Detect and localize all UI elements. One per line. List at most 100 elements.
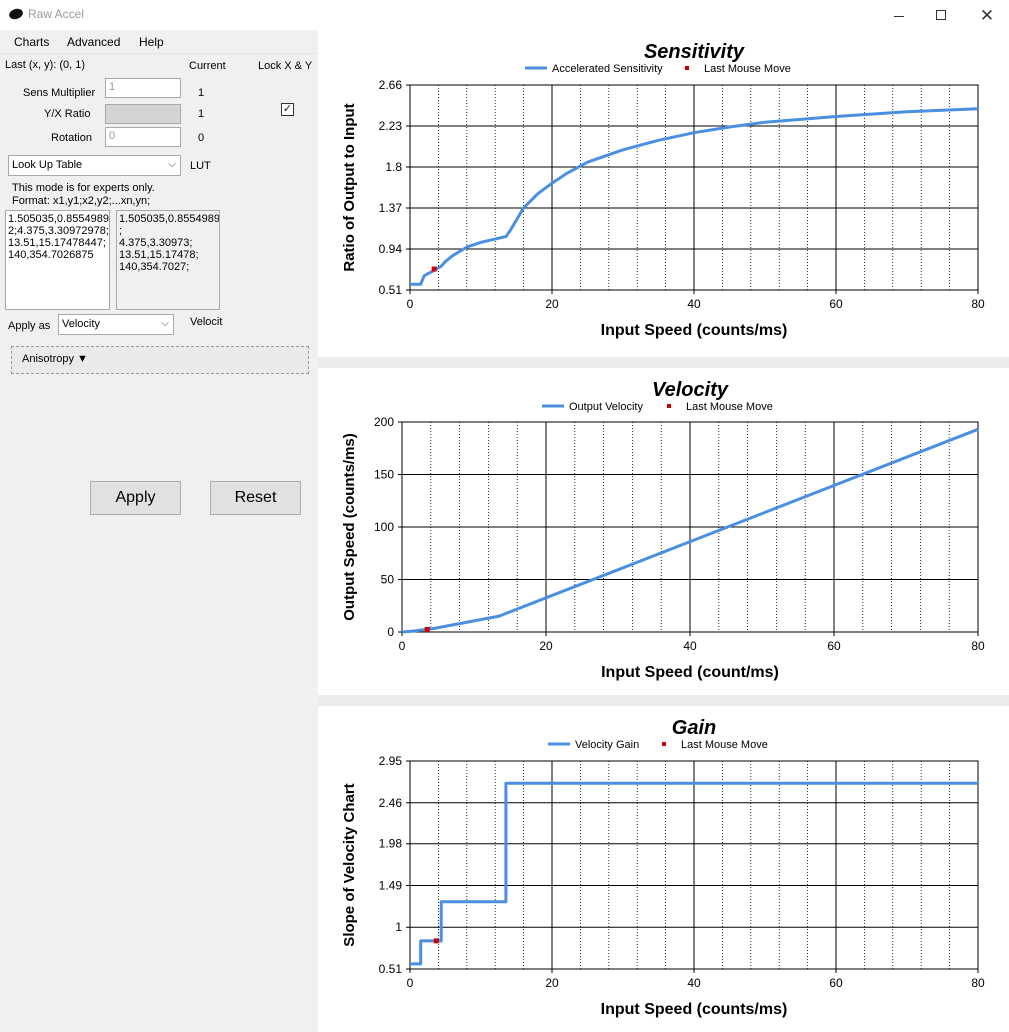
chart-svg: 0 20 40 60 80 0 50 100 150 200 Velocity Output Velo…: [341, 379, 985, 681]
series-line: [410, 107, 979, 286]
x-tick-label: 0: [399, 639, 406, 653]
yx-ratio-current: 1: [198, 108, 205, 120]
plot-frame: [401, 421, 979, 633]
last-mouse-move-marker: [431, 266, 437, 272]
apply-as-current: Velocit: [190, 316, 223, 328]
x-tick-label: 40: [687, 297, 701, 311]
reset-button[interactable]: Reset: [210, 481, 301, 515]
apply-as-select[interactable]: Velocity ⌵: [58, 314, 174, 335]
y-axis-label: Output Speed (counts/ms): [341, 433, 358, 621]
x-tick-label: 40: [687, 976, 701, 990]
last-xy-label: Last (x, y): (0, 1): [5, 59, 86, 71]
y-tick-label: 1: [395, 920, 402, 934]
y-tick-label: 2.46: [379, 796, 403, 810]
lut-note-line1: This mode is for experts only.: [12, 182, 155, 194]
x-tick-label: 0: [407, 976, 414, 990]
lut-note-line2: Format: x1,y1;x2,y2;...xn,yn;: [12, 195, 151, 207]
mode-selected: Look Up Table: [12, 159, 83, 171]
x-tick-label: 60: [829, 976, 843, 990]
lock-xy-header: Lock X & Y: [258, 60, 313, 72]
apply-as-label: Apply as: [8, 320, 51, 332]
x-tick-label: 80: [971, 639, 985, 653]
x-tick-label: 60: [827, 639, 841, 653]
settings-panel: Charts Advanced Help Last (x, y): (0, 1)…: [0, 30, 318, 1032]
maximize-icon: [936, 10, 946, 20]
yx-ratio-label: Y/X Ratio: [44, 108, 91, 120]
minimize-button[interactable]: [876, 0, 922, 30]
sensitivity-chart-panel: 0 20 40 60 80 0.51 0.94 1.37 1.8 2.23 2.66 Sensitiv…: [318, 30, 1009, 357]
legend-marker-label: Last Mouse Move: [681, 739, 768, 751]
y-tick-label: 2.23: [379, 119, 403, 133]
x-axis-label: Input Speed (count/ms): [601, 664, 779, 681]
y-tick-label: 100: [374, 520, 394, 534]
legend-marker-swatch: [667, 404, 671, 408]
anisotropy-toggle[interactable]: Anisotropy ▼: [11, 346, 309, 374]
x-tick-label: 0: [407, 297, 414, 311]
chart-svg: 0 20 40 60 80 0.51 0.94 1.37 1.8 2.23 2.66 Sensitiv…: [341, 41, 985, 339]
series-line: [410, 781, 978, 966]
rotation-label: Rotation: [51, 132, 92, 144]
chart-svg: 0 20 40 60 80 0.51 1 1.49 1.98 2.46 2.95 Gain Veloci…: [341, 717, 985, 1018]
sens-multiplier-label: Sens Multiplier: [23, 87, 96, 99]
mouse-icon: [7, 7, 25, 21]
legend-series-label: Accelerated Sensitivity: [552, 63, 663, 75]
lut-points-active: 1.505035,0.8554989 ; 4.375,3.30973; 13.5…: [116, 210, 220, 310]
rotation-current: 0: [198, 132, 205, 144]
y-axis-label: Slope of Velocity Chart: [341, 783, 358, 946]
menu-bar: Charts Advanced Help: [0, 30, 318, 54]
mode-select[interactable]: Look Up Table ⌵: [8, 155, 181, 176]
title-bar: Raw Accel ✕: [0, 0, 1009, 30]
series-line: [401, 427, 979, 634]
maximize-button[interactable]: [918, 0, 964, 30]
lut-points-input[interactable]: 1.505035,0.8554989 2;4.375,3.30972978; 1…: [5, 210, 110, 310]
plot-frame: [409, 760, 979, 970]
menu-help[interactable]: Help: [139, 35, 164, 49]
y-tick-label: 50: [381, 573, 395, 587]
apply-button[interactable]: Apply: [90, 481, 181, 515]
apply-as-selected: Velocity: [62, 318, 100, 330]
y-tick-label: 200: [374, 415, 394, 429]
x-tick-label: 20: [545, 976, 559, 990]
y-tick-label: 150: [374, 468, 394, 482]
menu-charts[interactable]: Charts: [14, 35, 50, 49]
legend-marker-swatch: [662, 742, 666, 746]
window-title: Raw Accel: [28, 7, 85, 21]
legend-marker-label: Last Mouse Move: [704, 63, 791, 75]
x-tick-label: 20: [539, 639, 553, 653]
mode-current: LUT: [190, 160, 211, 172]
yx-ratio-input: [105, 104, 181, 124]
current-header: Current: [189, 60, 226, 72]
y-tick-label: 1.98: [379, 837, 403, 851]
chevron-down-icon: ⌵: [168, 159, 176, 170]
sens-multiplier-current: 1: [198, 87, 205, 99]
y-axis-label: Ratio of Output to Input: [341, 103, 358, 271]
chart-title: Sensitivity: [644, 41, 745, 63]
x-tick-label: 80: [971, 297, 985, 311]
y-tick-label: 0.51: [379, 283, 403, 297]
chevron-down-icon: ⌵: [161, 318, 169, 329]
x-axis-label: Input Speed (counts/ms): [601, 1001, 788, 1018]
plot-frame: [409, 84, 979, 291]
minimize-icon: [894, 15, 904, 17]
chart-title: Velocity: [652, 379, 729, 401]
close-icon: ✕: [979, 5, 995, 25]
last-mouse-move-marker: [433, 938, 439, 944]
y-tick-label: 1.37: [379, 201, 403, 215]
y-tick-label: 1.8: [385, 160, 402, 174]
rotation-input[interactable]: 0: [105, 127, 181, 147]
close-button[interactable]: ✕: [964, 0, 1009, 30]
legend-series-label: Velocity Gain: [575, 739, 639, 751]
gain-chart-panel: 0 20 40 60 80 0.51 1 1.49 1.98 2.46 2.95 Gain Veloci…: [318, 706, 1009, 1032]
x-tick-label: 60: [829, 297, 843, 311]
y-tick-label: 1.49: [379, 878, 403, 892]
legend-marker-swatch: [685, 66, 689, 70]
menu-advanced[interactable]: Advanced: [67, 35, 121, 49]
velocity-chart-panel: 0 20 40 60 80 0 50 100 150 200 Velocity Output Velo…: [318, 368, 1009, 695]
x-axis-label: Input Speed (counts/ms): [601, 322, 788, 339]
y-tick-label: 0.51: [379, 962, 403, 976]
x-tick-label: 80: [971, 976, 985, 990]
y-tick-label: 2.95: [379, 754, 403, 768]
sens-multiplier-input[interactable]: 1: [105, 78, 181, 98]
lock-xy-checkbox[interactable]: ✓: [281, 103, 294, 116]
chart-title: Gain: [672, 717, 716, 739]
